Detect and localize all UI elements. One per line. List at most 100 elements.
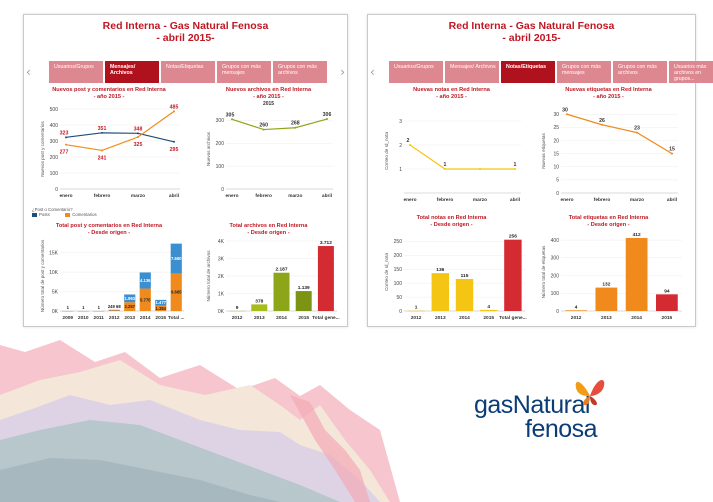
x-tick-label: 2015 bbox=[662, 315, 673, 321]
y-tick-label: 300 bbox=[216, 118, 225, 124]
tab-usuarios-grupos[interactable]: Usuarios/Grupos bbox=[389, 61, 443, 83]
legend-swatch-posts bbox=[32, 212, 37, 217]
y-tick-label: 1K bbox=[218, 291, 225, 297]
y-axis-label: Nuevos post y comentarios bbox=[40, 121, 45, 177]
y-tick-label: 200 bbox=[551, 273, 560, 279]
y-tick-label: 2 bbox=[399, 143, 402, 149]
chart-title: Nuevas notas en Red Interna bbox=[413, 87, 491, 93]
chevron-left-icon[interactable]: ‹ bbox=[370, 65, 375, 79]
dashboard-title-text: Red Interna - Gas Natural Fenosa bbox=[102, 20, 269, 32]
dashboard-panel-right: Red Interna - Gas Natural Fenosa - abril… bbox=[367, 14, 713, 327]
data-label: 1.384 bbox=[156, 306, 167, 311]
series-line bbox=[65, 132, 175, 143]
data-point bbox=[636, 131, 638, 134]
data-label: 348 bbox=[134, 126, 143, 132]
x-tick-label: enero bbox=[560, 197, 573, 203]
data-label: 132 bbox=[602, 282, 610, 288]
bar bbox=[565, 310, 588, 311]
y-axis-label: Conteo de Id_nota bbox=[384, 253, 389, 291]
x-tick-label: 2014 bbox=[631, 315, 642, 321]
tab-grupos-mas-mensajes[interactable]: Grupos con más mensajes bbox=[217, 61, 271, 83]
x-tick-label: 2013 bbox=[124, 315, 135, 321]
tab-grupos-mas-mensajes[interactable]: Grupos con más mensajes bbox=[557, 61, 611, 83]
data-label: 23 bbox=[634, 126, 640, 132]
data-label: 1 bbox=[98, 305, 101, 310]
data-label: 1 bbox=[444, 162, 447, 168]
data-label: 3.712 bbox=[320, 240, 332, 246]
data-label: 305 bbox=[226, 112, 235, 118]
tab-notas-etiquetas[interactable]: Notas/Etiquetas bbox=[161, 61, 215, 83]
chart-title: - año 2015 - bbox=[593, 94, 624, 100]
data-point bbox=[566, 113, 568, 116]
x-tick-label: abril bbox=[169, 193, 179, 199]
tab-mensajes-archivos[interactable]: Mensajes/ Archivos bbox=[105, 61, 159, 83]
x-tick-label: Total gene... bbox=[312, 315, 340, 321]
chart-title: - año 2015 - bbox=[436, 94, 467, 100]
tab-usuarios-mas-archivos[interactable]: Usuarios más archivos en grupos... bbox=[669, 61, 713, 83]
bar-segment bbox=[108, 309, 120, 311]
dashboard-panel-left: Red Interna - Gas Natural Fenosa - abril… bbox=[23, 14, 348, 327]
data-point bbox=[409, 144, 411, 146]
y-tick-label: 100 bbox=[216, 164, 225, 170]
data-label: 4.136 bbox=[140, 278, 151, 283]
bar-segment bbox=[62, 310, 74, 312]
data-label: 2 bbox=[407, 138, 410, 144]
bar bbox=[229, 310, 246, 312]
chart-total-notes: Total notas en Red Interna- Desde origen… bbox=[384, 215, 527, 321]
x-tick-label: 2014 bbox=[276, 315, 287, 321]
bar bbox=[317, 246, 334, 311]
chart-posts-comments-2015: Nuevos post y comentarios en Red Interna… bbox=[40, 87, 180, 199]
tab-grupos-mas-archivos[interactable]: Grupos con más archivos bbox=[613, 61, 667, 83]
data-label: 268 bbox=[291, 121, 300, 127]
data-label: 94 bbox=[664, 288, 670, 294]
y-tick-label: 25 bbox=[553, 125, 559, 131]
bar-segment bbox=[124, 294, 136, 303]
chart-title: Total post y comentarios en Red Interna bbox=[56, 223, 163, 229]
y-tick-label: 150 bbox=[394, 267, 403, 273]
x-tick-label: 2014 bbox=[140, 315, 151, 321]
bar-segment bbox=[108, 310, 120, 311]
y-tick-label: 300 bbox=[551, 256, 560, 262]
data-label: 351 bbox=[98, 126, 107, 132]
tab-grupos-mas-archivos[interactable]: Grupos con más archivos bbox=[273, 61, 327, 83]
chevron-left-icon[interactable]: ‹ bbox=[26, 65, 31, 79]
series-line bbox=[566, 113, 673, 155]
data-label: 1 bbox=[514, 162, 517, 168]
y-axis-label: Conteo de Id_nota bbox=[384, 132, 389, 170]
data-label: 325 bbox=[134, 142, 143, 148]
series-line bbox=[231, 118, 328, 131]
chevron-right-icon[interactable]: › bbox=[340, 65, 345, 79]
x-tick-label: Total gene... bbox=[499, 315, 527, 321]
tab-bar: Usuarios/Grupos Mensajes/ Archivos Notas… bbox=[389, 61, 713, 83]
chart-title: - Desde origen - bbox=[587, 222, 629, 228]
y-tick-label: 0K bbox=[218, 309, 225, 315]
y-tick-label: 250 bbox=[394, 239, 403, 245]
y-tick-label: 200 bbox=[394, 253, 403, 259]
x-tick-label: 2015 bbox=[155, 315, 166, 321]
y-tick-label: 50 bbox=[396, 295, 402, 301]
data-label: 1 bbox=[415, 305, 418, 311]
y-tick-label: 10K bbox=[49, 270, 59, 276]
tab-mensajes-archivos[interactable]: Mensajes/ Archivos bbox=[445, 61, 499, 83]
tab-usuarios-grupos[interactable]: Usuarios/Grupos bbox=[49, 61, 103, 83]
data-label: 5.775 bbox=[140, 297, 151, 302]
data-point bbox=[65, 136, 67, 139]
bar-segment bbox=[170, 273, 182, 311]
data-label: 1.477 bbox=[156, 300, 167, 305]
data-label: 306 bbox=[323, 112, 332, 118]
chart-tags-2015: Nuevas etiquetas en Red Interna- año 201… bbox=[541, 87, 678, 203]
butterfly-icon bbox=[575, 380, 605, 406]
dashboard-title-text: Red Interna - Gas Natural Fenosa bbox=[448, 20, 615, 32]
x-tick-label: febrero bbox=[94, 193, 111, 199]
bar bbox=[655, 294, 678, 311]
data-label: 30 bbox=[562, 107, 568, 113]
data-point bbox=[479, 168, 481, 170]
tab-notas-etiquetas[interactable]: Notas/Etiquetas bbox=[501, 61, 555, 83]
data-point bbox=[173, 110, 175, 113]
chart-title: - año 2015 - bbox=[253, 94, 284, 100]
data-label: 249 68 bbox=[108, 304, 121, 309]
dashboard-title: Red Interna - Gas Natural Fenosa - abril… bbox=[368, 20, 695, 44]
data-point bbox=[101, 131, 103, 134]
x-tick-label: enero bbox=[403, 197, 416, 203]
bar-segment bbox=[170, 243, 182, 274]
